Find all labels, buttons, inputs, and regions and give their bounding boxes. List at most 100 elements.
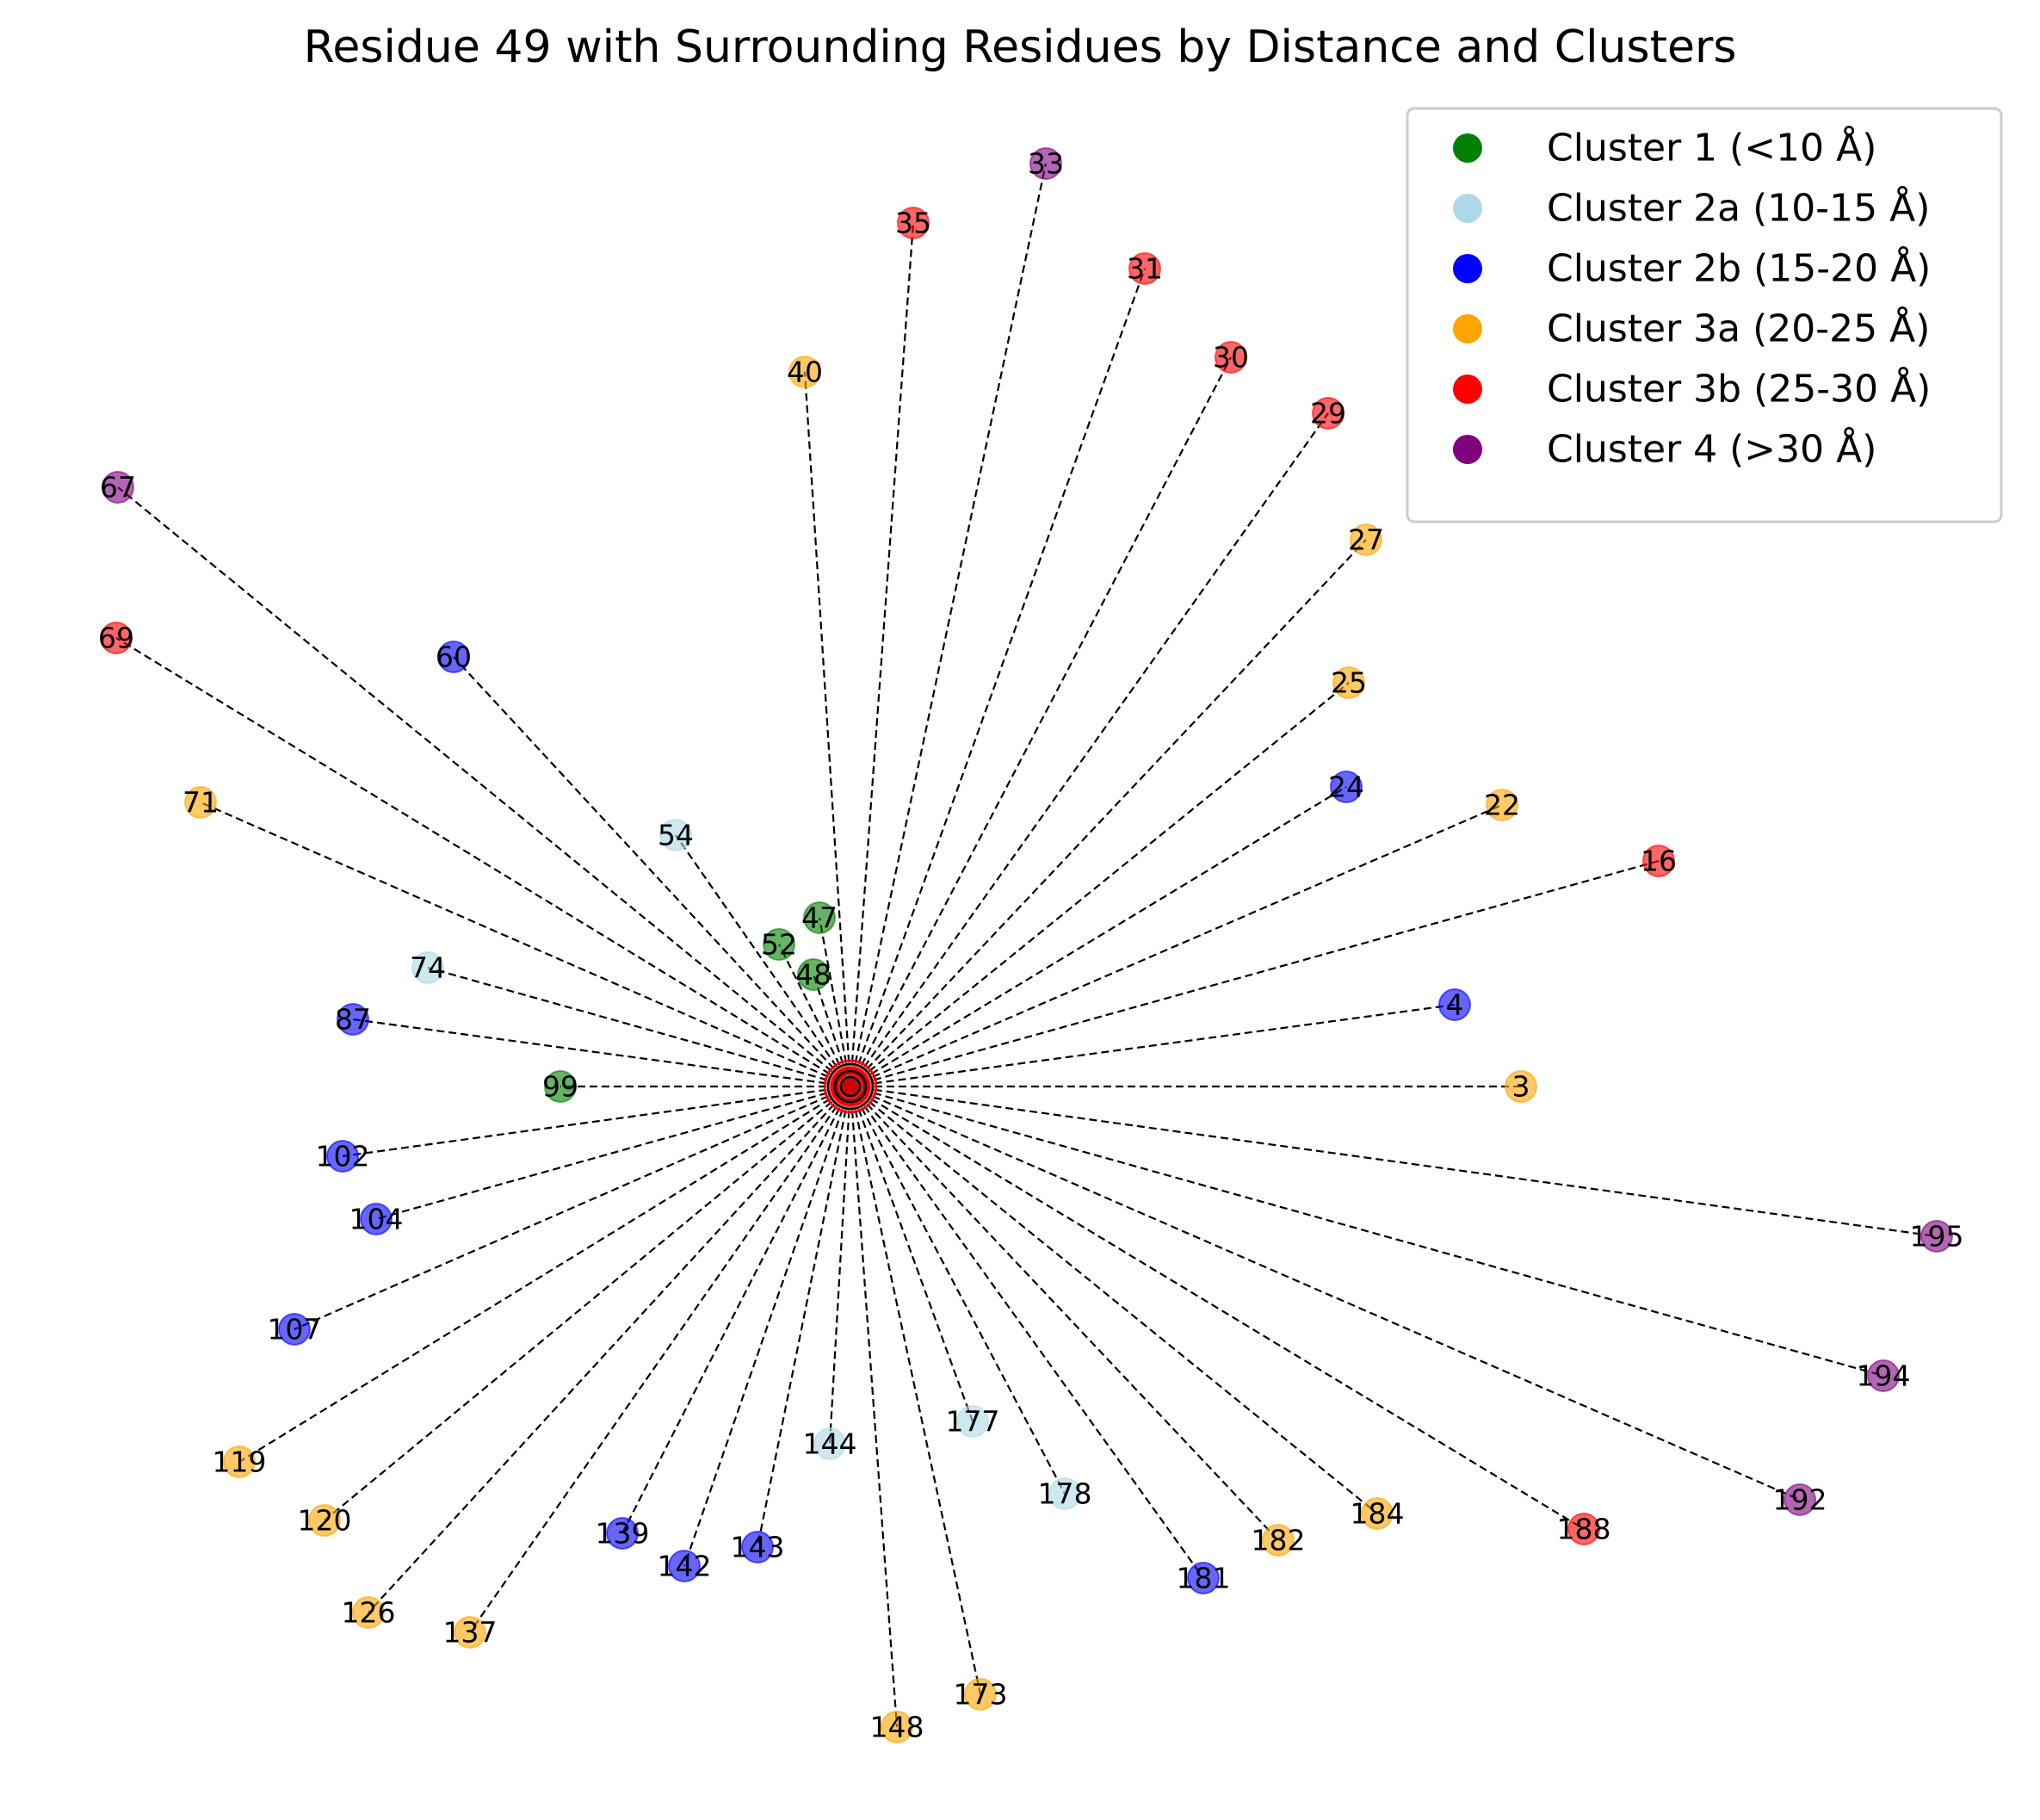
legend-entry-c3a: Cluster 3a (20-25 Å)	[1453, 306, 1930, 351]
residue-marker-104	[360, 1203, 393, 1235]
legend-label-c3a: Cluster 3a (20-25 Å)	[1547, 306, 1930, 351]
residue-marker-139	[606, 1517, 639, 1550]
residue-label-173: 173	[954, 1678, 1008, 1712]
residue-node-139: 139	[596, 1517, 650, 1551]
edge-188	[850, 1086, 1585, 1530]
residue-label-87: 87	[335, 1003, 371, 1037]
residue-marker-184	[1361, 1497, 1394, 1530]
legend-frame	[1406, 107, 2003, 523]
residue-node-119: 119	[213, 1445, 267, 1479]
residue-node-52: 52	[761, 928, 797, 962]
residue-label-69: 69	[98, 622, 134, 655]
edge-27	[850, 539, 1367, 1087]
residue-marker-48	[797, 958, 830, 991]
edge-29	[850, 412, 1329, 1087]
residue-label-107: 107	[268, 1313, 322, 1346]
residue-node-35: 35	[895, 207, 931, 240]
legend-entry-c4: Cluster 4 (>30 Å)	[1453, 426, 1876, 472]
residue-marker-4	[1438, 988, 1471, 1021]
residue-marker-178	[1048, 1477, 1081, 1510]
residue-marker-148	[881, 1711, 913, 1743]
residue-marker-126	[352, 1596, 385, 1629]
residue-label-177: 177	[946, 1405, 1000, 1439]
residue-node-104: 104	[349, 1203, 404, 1236]
residue-label-137: 137	[443, 1616, 498, 1650]
residue-node-67: 67	[100, 471, 136, 505]
diagram-title: Residue 49 with Surrounding Residues by …	[304, 22, 1737, 73]
residue-marker-69	[100, 622, 133, 654]
residue-node-69: 69	[98, 622, 134, 655]
edge-25	[850, 682, 1350, 1087]
residue-node-48: 48	[795, 958, 831, 992]
legend: Cluster 1 (<10 Å) Cluster 2a (10-15 Å) Clu…	[1406, 107, 2003, 523]
residue-label-67: 67	[100, 471, 136, 505]
residue-label-52: 52	[761, 928, 797, 962]
residue-label-27: 27	[1348, 523, 1384, 557]
residue-label-144: 144	[803, 1427, 857, 1461]
residue-label-102: 102	[316, 1140, 370, 1173]
residue-node-177: 177	[946, 1405, 1000, 1439]
edge-35	[849, 222, 915, 1087]
residue-label-182: 182	[1252, 1524, 1306, 1557]
residue-node-54: 54	[658, 819, 694, 852]
residue-marker-47	[803, 901, 836, 934]
residue-marker-188	[1567, 1513, 1600, 1545]
edge-22	[850, 803, 1503, 1088]
residue-node-87: 87	[335, 1003, 371, 1037]
residue-label-4: 4	[1446, 988, 1464, 1022]
edge-67	[117, 486, 851, 1087]
center-ring	[833, 1069, 868, 1104]
edge-71	[200, 801, 851, 1088]
residue-marker-25	[1332, 666, 1365, 699]
residue-node-16: 16	[1641, 845, 1677, 878]
residue-label-3: 3	[1512, 1070, 1530, 1104]
residue-marker-24	[1330, 771, 1363, 803]
residue-marker-54	[659, 819, 692, 851]
edge-119	[238, 1086, 851, 1463]
edge-16	[850, 859, 1660, 1088]
residue-node-60: 60	[436, 641, 472, 674]
edge-192	[850, 1085, 1801, 1501]
residue-node-188: 188	[1557, 1513, 1611, 1546]
legend-label-c2a: Cluster 2a (10-15 Å)	[1547, 185, 1930, 231]
residue-node-24: 24	[1328, 771, 1364, 804]
edge-31	[849, 268, 1147, 1087]
residue-node-107: 107	[268, 1313, 322, 1346]
residue-node-4: 4	[1438, 988, 1471, 1022]
residue-label-25: 25	[1331, 666, 1367, 700]
residue-marker-107	[278, 1313, 311, 1346]
residue-node-173: 173	[954, 1678, 1008, 1712]
legend-marker-c3a	[1453, 314, 1482, 344]
residue-node-195: 195	[1910, 1220, 1964, 1254]
edge-30	[850, 356, 1232, 1087]
edge-182	[850, 1086, 1279, 1541]
residue-label-35: 35	[895, 207, 931, 240]
residue-node-33: 33	[1028, 147, 1064, 181]
residue-label-40: 40	[787, 356, 823, 389]
residue-node-27: 27	[1348, 523, 1384, 557]
residue-marker-194	[1867, 1359, 1900, 1392]
edge-104	[375, 1085, 851, 1221]
residue-node-137: 137	[443, 1616, 498, 1650]
residue-node-3: 3	[1505, 1070, 1537, 1104]
nodes-layer: 33 35 31 30 29 40 27 25 24 22 16 4 3 195 194 192 188 184 1…	[98, 147, 1964, 1744]
residue-label-143: 143	[731, 1531, 785, 1564]
residue-label-192: 192	[1773, 1483, 1827, 1517]
residue-marker-52	[763, 928, 795, 961]
residue-marker-33	[1029, 147, 1062, 180]
residue-marker-192	[1783, 1483, 1816, 1516]
edge-195	[850, 1085, 1938, 1238]
residue-marker-40	[788, 356, 821, 388]
edge-148	[849, 1086, 899, 1728]
residue-node-181: 181	[1177, 1562, 1231, 1595]
edge-137	[469, 1086, 851, 1633]
edge-139	[621, 1086, 851, 1534]
legend-marker-c2a	[1453, 194, 1482, 223]
residue-label-194: 194	[1857, 1359, 1911, 1393]
legend-entry-c3b: Cluster 3b (25-30 Å)	[1453, 366, 1931, 412]
residue-node-40: 40	[787, 356, 823, 389]
residue-node-74: 74	[410, 951, 446, 985]
residue-node-71: 71	[182, 786, 219, 820]
center-residue	[823, 1059, 878, 1114]
